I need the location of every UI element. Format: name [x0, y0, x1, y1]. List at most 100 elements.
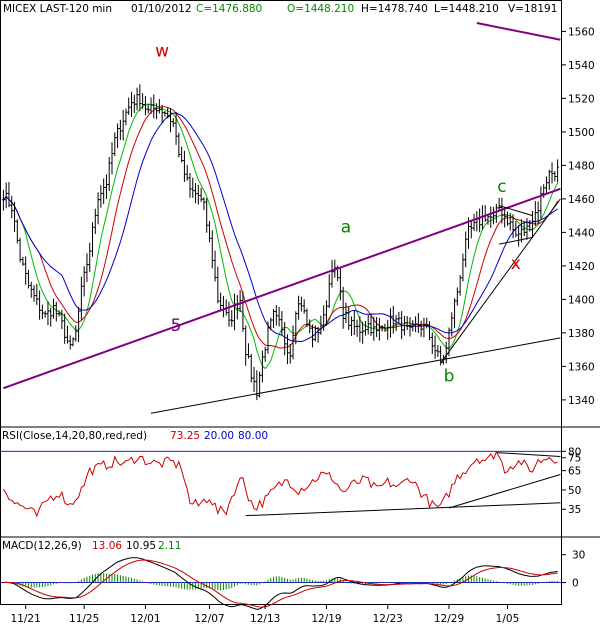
price-bar — [508, 213, 512, 231]
price-bar — [99, 185, 103, 208]
macd-y-tick-label: 0 — [572, 578, 579, 590]
price-bar — [422, 317, 426, 338]
price-bar — [29, 281, 33, 298]
header-low: L=1448.210 — [434, 3, 499, 15]
ma-slow-line — [3, 112, 558, 343]
price-bar — [107, 156, 111, 192]
price-bar — [322, 305, 326, 331]
price-bar — [450, 312, 454, 337]
price-bar — [96, 192, 100, 225]
rsi-y-tick-label: 65 — [568, 466, 581, 478]
price-bar — [38, 290, 41, 320]
price-bar — [364, 320, 367, 336]
x-tick-label: 12/13 — [250, 613, 280, 625]
price-bar — [472, 213, 476, 231]
price-y-tick-label: 1460 — [568, 194, 595, 206]
price-bar — [492, 206, 495, 225]
price-bar — [497, 197, 501, 212]
x-tick-label: 12/19 — [311, 613, 341, 625]
price-bar — [288, 344, 292, 364]
price-bar — [105, 174, 108, 200]
price-bar — [15, 219, 19, 244]
macd-signal-value: 10.95 — [126, 540, 156, 552]
price-bar — [43, 310, 47, 318]
price-bar — [63, 313, 67, 344]
price-bar — [338, 268, 342, 301]
macd-series-line — [3, 557, 558, 610]
price-bar — [93, 208, 97, 234]
macd-header: MACD(12,26,9) 13.06 10.95 2.11 — [2, 540, 181, 552]
price-bar — [1, 189, 5, 211]
price-bar — [311, 324, 314, 348]
price-y-tick-label: 1520 — [568, 93, 595, 105]
price-bar — [266, 321, 270, 354]
price-bar — [199, 187, 203, 202]
price-bar — [308, 319, 312, 334]
price-bar — [249, 353, 253, 383]
price-bar — [494, 203, 498, 223]
price-bar — [116, 123, 119, 149]
price-bar — [302, 299, 306, 314]
price-bar — [52, 298, 55, 319]
price-y-tick-label: 1480 — [568, 160, 595, 172]
price-bar — [157, 99, 161, 114]
price-bar — [85, 253, 89, 282]
price-bar — [235, 295, 239, 320]
price-bar — [144, 95, 147, 116]
x-tick-label: 12/23 — [373, 613, 403, 625]
moving-averages — [3, 103, 559, 370]
price-bar — [483, 205, 487, 222]
price-bar — [375, 317, 378, 337]
price-y-tick-label: 1560 — [568, 26, 595, 38]
price-bar — [71, 337, 75, 347]
price-bar — [247, 343, 250, 359]
rsi-trendline — [448, 474, 561, 509]
price-bar — [361, 321, 365, 344]
price-y-axis: 1340 1360 1380 1400 1420 1440 1460 1480 1500 1520… — [561, 26, 595, 407]
price-bar — [10, 195, 14, 219]
price-bar — [233, 293, 236, 331]
ma-mid-line — [3, 106, 559, 349]
x-axis: 11/21 11/25 12/01 12/07 12/13 12/19 12/23 12/29… — [11, 604, 519, 625]
price-bar — [553, 170, 557, 182]
price-bar — [305, 308, 309, 328]
price-bar — [455, 287, 459, 306]
price-bar — [66, 325, 69, 344]
rsi-trendline — [245, 502, 561, 517]
price-bar — [405, 316, 409, 330]
price-bar — [40, 304, 44, 319]
price-bar — [60, 309, 64, 330]
price-bar — [102, 178, 106, 205]
price-bar — [227, 301, 231, 327]
price-bar — [430, 332, 434, 355]
price-y-tick-label: 1360 — [568, 361, 595, 373]
rsi-trendline — [496, 452, 561, 457]
price-bar — [291, 325, 295, 360]
price-bar — [380, 325, 384, 332]
price-bar — [533, 201, 537, 227]
header-symbol: MICEX LAST-120 min — [3, 3, 112, 15]
price-y-tick-label: 1540 — [568, 60, 595, 72]
trendline-volume-line — [476, 22, 561, 41]
price-y-tick-label: 1420 — [568, 261, 595, 273]
macd-y-tick-label: 30 — [572, 550, 585, 562]
price-bar — [180, 146, 184, 163]
macd-hist-value: 2.11 — [158, 540, 181, 552]
price-bar — [297, 295, 301, 320]
price-bar — [171, 118, 175, 127]
x-tick-label: 11/25 — [69, 613, 99, 625]
x-tick-label: 12/07 — [194, 613, 224, 625]
price-bar — [475, 211, 479, 232]
price-bar — [358, 316, 362, 343]
price-bar — [241, 291, 245, 332]
price-bar — [185, 165, 189, 181]
header-high: H=1478.740 — [361, 3, 428, 15]
price-bar — [155, 103, 158, 120]
price-bar — [160, 104, 164, 124]
rsi-y-tick-label: 50 — [568, 485, 581, 497]
price-bar — [478, 208, 482, 233]
trendline-support-lower — [150, 337, 561, 414]
